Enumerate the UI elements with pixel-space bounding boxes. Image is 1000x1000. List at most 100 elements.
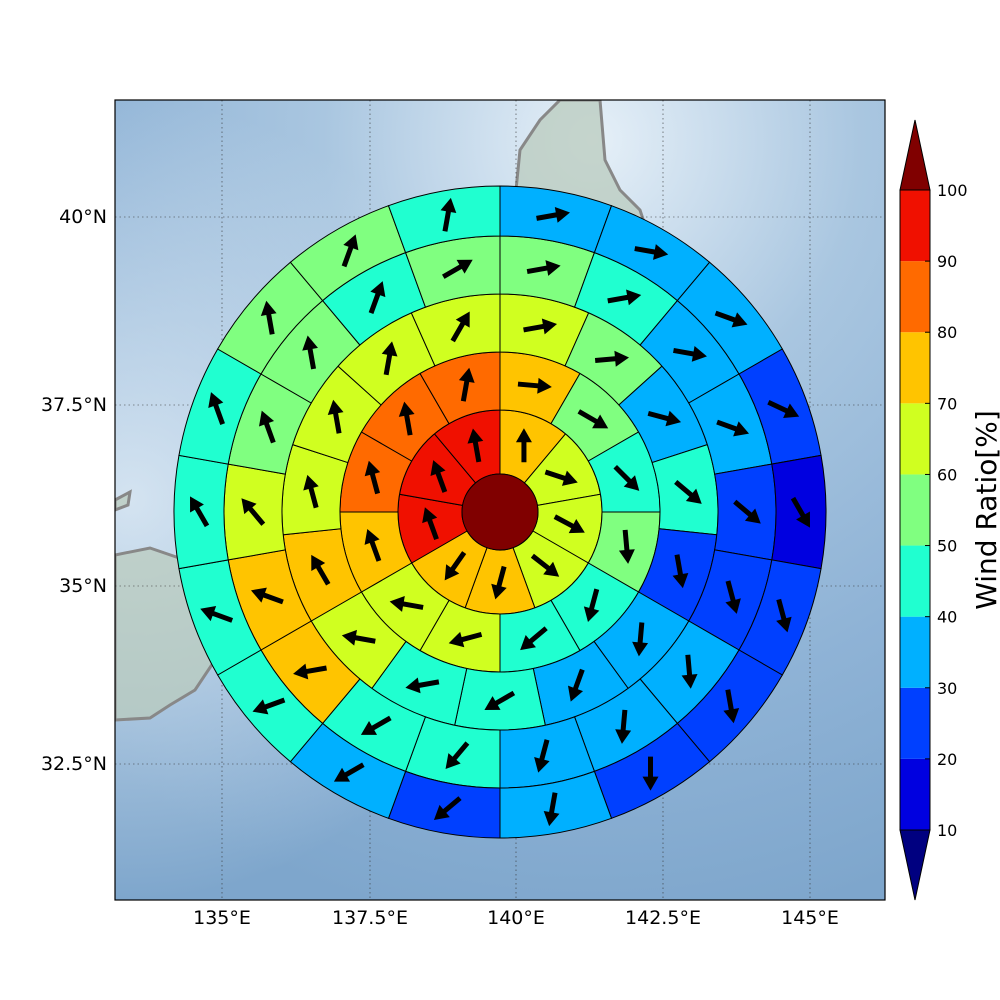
wind-arrow-shape xyxy=(615,709,632,744)
colorbar-segment xyxy=(900,545,930,617)
wind-arrow-shape xyxy=(311,554,331,586)
wind-arrow xyxy=(341,234,359,268)
wind-arrow-shape xyxy=(458,367,475,402)
wind-arrow xyxy=(673,346,707,362)
wind-arrow-shape xyxy=(302,335,318,370)
colorbar-tick-label: 50 xyxy=(937,537,957,556)
wind-arrow-shape xyxy=(647,410,682,427)
wind-arrow-shape xyxy=(530,553,560,577)
wind-arrow xyxy=(613,465,640,491)
wind-arrow xyxy=(672,554,689,589)
wind-arrow xyxy=(327,399,344,434)
wind-arrow xyxy=(517,377,552,394)
map-area xyxy=(115,100,885,900)
wind-arrow-shape xyxy=(341,629,376,646)
colorbar-extend-top xyxy=(899,119,931,191)
wind-arrow xyxy=(430,460,448,493)
colorbar-segment xyxy=(900,332,930,404)
wind-arrow xyxy=(523,318,558,335)
wind-arrow-shape xyxy=(534,739,550,773)
wind-arrow-shape xyxy=(364,528,382,562)
wind-arrow xyxy=(190,496,210,528)
wind-arrow xyxy=(252,697,286,715)
colorbar-tick-label: 60 xyxy=(937,465,957,484)
wind-arrow-shape xyxy=(634,244,669,260)
wind-arrow-shape xyxy=(515,428,532,463)
wind-arrow xyxy=(642,756,659,791)
colorbar-frame xyxy=(899,189,931,831)
wind-arrow xyxy=(442,259,473,279)
wind-arrow xyxy=(444,551,467,581)
wind-arrow xyxy=(241,498,266,526)
ring-sector xyxy=(387,185,501,254)
wind-arrow xyxy=(364,528,382,562)
wind-arrow-shape xyxy=(725,580,741,614)
wind-arrow xyxy=(618,529,635,564)
wind-arrow-shape xyxy=(618,529,635,564)
wind-arrow-shape xyxy=(714,310,748,328)
wind-arrow xyxy=(302,335,318,370)
wind-arrow-shape xyxy=(642,756,659,791)
wind-arrow-shape xyxy=(672,554,689,589)
wind-arrow-shape xyxy=(327,399,344,434)
wind-arrow-shape xyxy=(567,668,585,702)
wind-arrow xyxy=(526,260,561,276)
wind-arrow-shape xyxy=(523,318,558,335)
wind-arrow-shape xyxy=(448,631,483,648)
lon-tick-label: 137.5°E xyxy=(332,907,408,929)
wind-arrow xyxy=(484,690,516,710)
wind-arrow-shape xyxy=(632,622,649,657)
wind-arrow xyxy=(733,499,761,524)
wind-arrow xyxy=(381,341,398,376)
wind-arrow xyxy=(200,606,234,623)
colorbar-tick-label: 30 xyxy=(937,679,957,698)
wind-arrow xyxy=(767,400,800,418)
wind-arrow-shape xyxy=(422,507,439,541)
wind-arrow-shape xyxy=(790,496,810,528)
wind-arrow xyxy=(530,553,560,577)
colorbar-segment xyxy=(900,190,930,262)
colorbar-tick-label: 20 xyxy=(937,750,957,769)
wind-arrow-shape xyxy=(613,465,640,491)
wind-arrow-shape xyxy=(303,474,319,509)
wind-arrow xyxy=(448,631,483,648)
lon-tick-label: 135°E xyxy=(193,907,251,929)
wind-arrow xyxy=(333,762,365,782)
wind-arrow xyxy=(360,715,392,735)
wind-arrow-shape xyxy=(674,480,702,504)
wind-arrow-shape xyxy=(553,514,585,534)
wind-arrow xyxy=(467,428,484,463)
wind-arrow-shape xyxy=(607,289,642,306)
wind-arrow-shape xyxy=(444,551,467,581)
colorbar-tick-label: 90 xyxy=(937,252,957,271)
wind-arrow-shape xyxy=(543,792,560,827)
wind-arrow-shape xyxy=(445,741,470,770)
wind-arrow-shape xyxy=(430,460,448,493)
wind-arrow-shape xyxy=(442,259,473,279)
wind-arrow-shape xyxy=(577,409,609,429)
wind-arrow xyxy=(515,428,532,463)
colorbar-segment xyxy=(900,616,930,688)
wind-arrow-shape xyxy=(450,311,470,343)
wind-arrow-shape xyxy=(681,654,698,689)
wind-arrow-shape xyxy=(526,260,561,276)
wind-arrow xyxy=(491,565,507,600)
wind-arrow xyxy=(615,709,632,744)
wind-arrow xyxy=(725,580,741,614)
wind-arrow xyxy=(536,206,570,223)
colorbar-tick-labels: 10 20 30 40 50 60 70 80 90 100 xyxy=(937,181,968,840)
wind-arrow xyxy=(445,741,470,770)
lat-tick-label: 35°N xyxy=(59,575,107,597)
colorbar-tick-label: 70 xyxy=(937,394,957,413)
wind-arrow-shape xyxy=(333,762,365,782)
wind-arrow xyxy=(583,588,600,623)
colorbar-tick-label: 40 xyxy=(937,608,957,627)
wind-arrow-shape xyxy=(594,350,630,367)
wind-arrow xyxy=(293,663,327,680)
wind-arrow xyxy=(714,310,748,328)
wind-arrow-shape xyxy=(767,400,800,418)
lon-tick-label: 142.5°E xyxy=(625,907,701,929)
wind-arrow xyxy=(303,474,319,509)
wind-arrow-shape xyxy=(433,796,462,820)
